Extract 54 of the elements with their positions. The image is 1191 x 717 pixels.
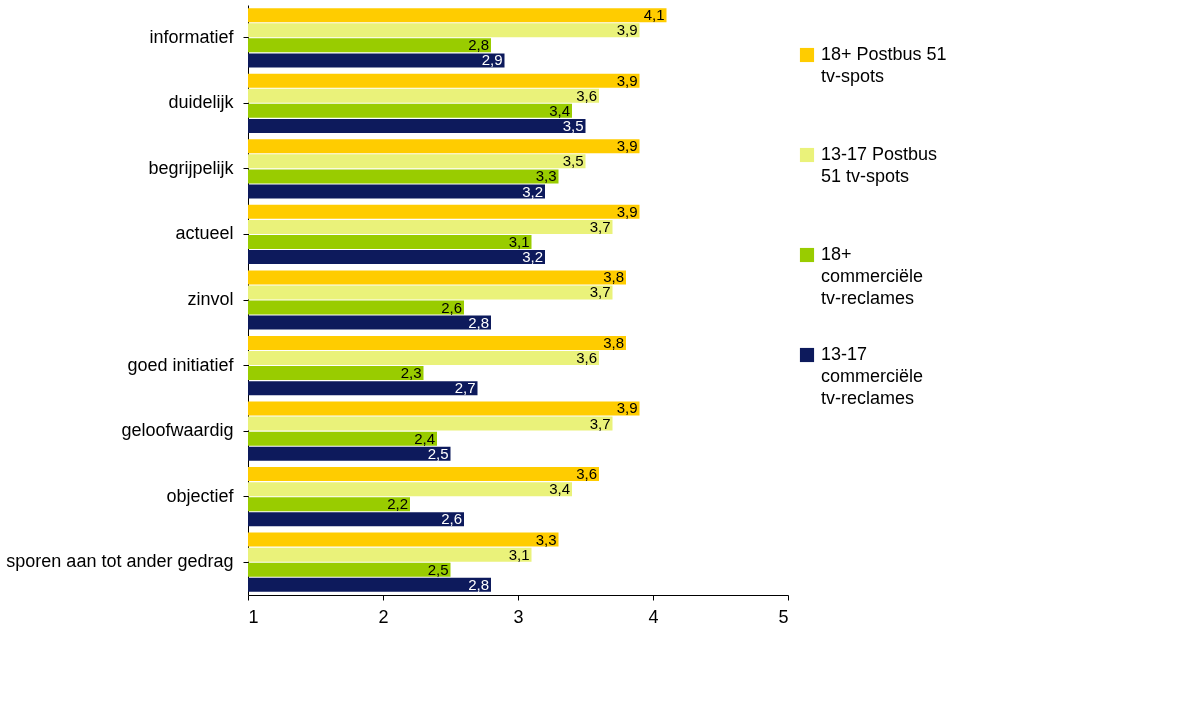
y-tick-label: objectief [166,485,235,506]
data-label: 3,5 [562,152,584,170]
legend-label: 18+ Postbus 51 tv-spots [821,44,947,86]
legend-label: 13-17 Postbus 51 tv-spots [821,144,938,186]
data-label: 2,3 [400,364,422,382]
data-label: 3,9 [616,71,638,89]
data-label: 2,8 [468,575,489,593]
data-label: 3,3 [535,530,557,548]
y-tick-label: zinvol [187,289,234,309]
data-label: 3,8 [603,333,624,351]
x-tick-label: 3 [513,606,524,627]
data-label: 3,2 [522,182,543,200]
data-label: 2,5 [427,560,449,578]
data-label: 3,6 [576,349,597,367]
data-label: 2,2 [387,495,408,513]
data-label: 2,4 [414,429,435,447]
data-label: 3,9 [616,21,638,39]
data-label: 3,9 [616,399,638,417]
data-label: 2,5 [427,444,449,462]
y-tick-label: geloofwaardig [121,420,234,441]
y-tick-label: actueel [175,223,234,244]
data-label: 2,8 [468,313,489,331]
y-tick-label: informatief [149,26,235,47]
data-label: 3,6 [576,86,597,104]
x-tick-label: 5 [778,606,789,627]
data-label: 3,8 [603,268,624,286]
legend-label: 18+ commerciële tv-reclames [821,244,924,308]
data-label: 2,7 [454,379,476,397]
y-tick-label: duidelijk [168,92,235,113]
x-tick-label: 2 [378,606,389,627]
data-label: 3,2 [522,248,543,266]
data-label: 2,6 [441,298,462,316]
legend-label: 13-17 commerciële tv-reclames [821,344,924,408]
x-tick-label: 4 [648,606,659,627]
data-label: 3,3 [535,167,557,185]
data-label: 3,9 [616,137,638,155]
data-label: 2,9 [481,51,503,69]
data-label: 2,6 [441,510,462,528]
data-label: 3,1 [508,545,530,563]
y-tick-label: begrijpelijk [148,157,235,178]
data-label: 3,7 [589,217,611,235]
data-label: 3,7 [589,283,611,301]
data-label: 3,7 [589,414,611,432]
x-tick-label: 1 [248,606,259,627]
data-label: 3,1 [508,232,530,250]
data-label: 3,5 [562,116,584,134]
data-label: 2,8 [468,36,489,54]
data-label: 3,4 [549,101,570,119]
data-label: 3,9 [616,202,638,220]
y-tick-label: sporen aan tot ander gedrag [6,551,234,572]
y-tick-label: goed initiatief [127,354,235,375]
data-label: 4,1 [643,6,665,24]
data-label: 3,6 [576,465,597,483]
data-label: 3,4 [549,480,570,498]
